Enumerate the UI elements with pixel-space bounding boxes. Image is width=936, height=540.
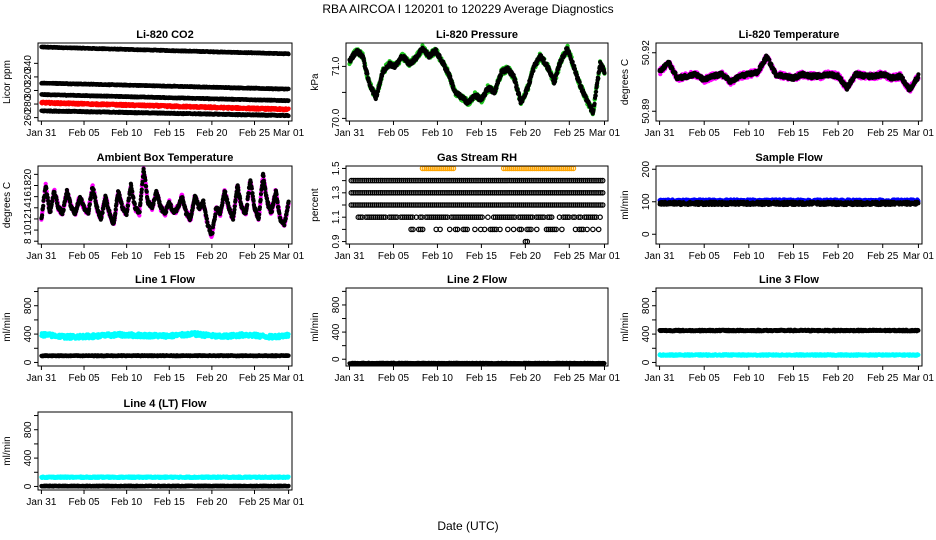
data-point bbox=[514, 83, 519, 88]
data-point bbox=[498, 73, 503, 78]
panels-group: Li-820 CO2 Jan 31 Feb 05 Feb 10 Feb 15 Feb 20… bbox=[2, 29, 934, 508]
series-std3 bbox=[39, 92, 291, 104]
data-point bbox=[541, 57, 547, 62]
y-tick-label: 260 bbox=[23, 109, 34, 126]
x-tick-label: Feb 25 bbox=[239, 128, 271, 139]
figure-title: RBA AIRCOA I 120201 to 120229 Average Di… bbox=[322, 2, 613, 16]
y-tick-label: 300 bbox=[23, 82, 34, 99]
data-point bbox=[365, 71, 370, 76]
figure-xlabel: Date (UTC) bbox=[437, 519, 498, 533]
data-point bbox=[286, 86, 291, 91]
series-std4 bbox=[39, 99, 291, 113]
data-point bbox=[528, 79, 533, 84]
plot-frame bbox=[345, 42, 609, 122]
panel-marks bbox=[347, 43, 607, 117]
x-tick-label: Feb 05 bbox=[378, 128, 410, 139]
y-axis-label: kPa bbox=[310, 73, 321, 91]
data-point bbox=[555, 70, 560, 76]
y-tick-label: 320 bbox=[23, 68, 34, 85]
data-point bbox=[286, 98, 291, 103]
panel-title: Li-820 CO2 bbox=[136, 29, 193, 41]
data-point bbox=[570, 59, 575, 64]
data-point bbox=[494, 86, 499, 91]
x-tick-label: Feb 20 bbox=[510, 128, 542, 139]
x-tick-label: Feb 20 bbox=[196, 128, 228, 139]
x-tick-label: Jan 31 bbox=[335, 128, 365, 139]
series-std5 bbox=[39, 108, 291, 119]
panel-co2: Li-820 CO2 Jan 31 Feb 05 Feb 10 Feb 15 Feb 20… bbox=[2, 29, 305, 139]
series-std1 bbox=[39, 44, 291, 57]
x-tick-label: Feb 10 bbox=[111, 128, 143, 139]
y-tick-label: 71.0 bbox=[331, 56, 342, 76]
y-tick-label: 280 bbox=[23, 95, 34, 112]
data-point bbox=[515, 87, 520, 92]
data-point bbox=[553, 77, 558, 82]
data-point bbox=[577, 80, 582, 85]
data-point bbox=[286, 113, 291, 118]
y-tick-label: 70.0 bbox=[331, 108, 342, 128]
data-point bbox=[594, 89, 599, 94]
data-point bbox=[602, 70, 607, 76]
data-point bbox=[366, 76, 371, 81]
panel-marks bbox=[657, 53, 921, 94]
plot-frame bbox=[37, 42, 293, 122]
data-point bbox=[286, 106, 291, 111]
x-tick-label: Feb 10 bbox=[422, 128, 454, 139]
x-tick-label: Mar 01 bbox=[589, 128, 621, 139]
data-point bbox=[593, 93, 598, 98]
series-std2 bbox=[39, 80, 291, 92]
data-point bbox=[375, 92, 380, 97]
x-tick-label: Feb 25 bbox=[554, 128, 586, 139]
panel-marks bbox=[39, 44, 291, 119]
data-point bbox=[572, 63, 577, 68]
data-point bbox=[592, 101, 597, 106]
data-point bbox=[531, 68, 536, 73]
y-axis-label: Licor ppm bbox=[2, 60, 13, 104]
x-tick-label: Feb 15 bbox=[154, 128, 186, 139]
x-tick-label: Feb 15 bbox=[466, 128, 498, 139]
data-point bbox=[591, 108, 596, 113]
data-point bbox=[596, 69, 602, 74]
y-tick-label: 340 bbox=[23, 55, 34, 72]
series-pressure bbox=[347, 45, 607, 116]
x-tick-label: Mar 01 bbox=[273, 128, 305, 139]
data-point bbox=[286, 52, 291, 57]
data-point bbox=[493, 89, 498, 94]
data-point bbox=[524, 91, 529, 96]
x-tick-label: Jan 31 bbox=[26, 128, 56, 139]
data-point bbox=[451, 83, 456, 88]
panel-title: Li-820 Temperature bbox=[739, 29, 840, 41]
data-point bbox=[559, 58, 564, 63]
panel-title: Li-820 Pressure bbox=[436, 29, 518, 41]
x-tick-label: Feb 05 bbox=[68, 128, 100, 139]
panel-pressure: Li-820 Pressure Jan 31 Feb 05 Feb 10 Feb 15 F… bbox=[310, 29, 620, 139]
data-point bbox=[596, 76, 601, 81]
